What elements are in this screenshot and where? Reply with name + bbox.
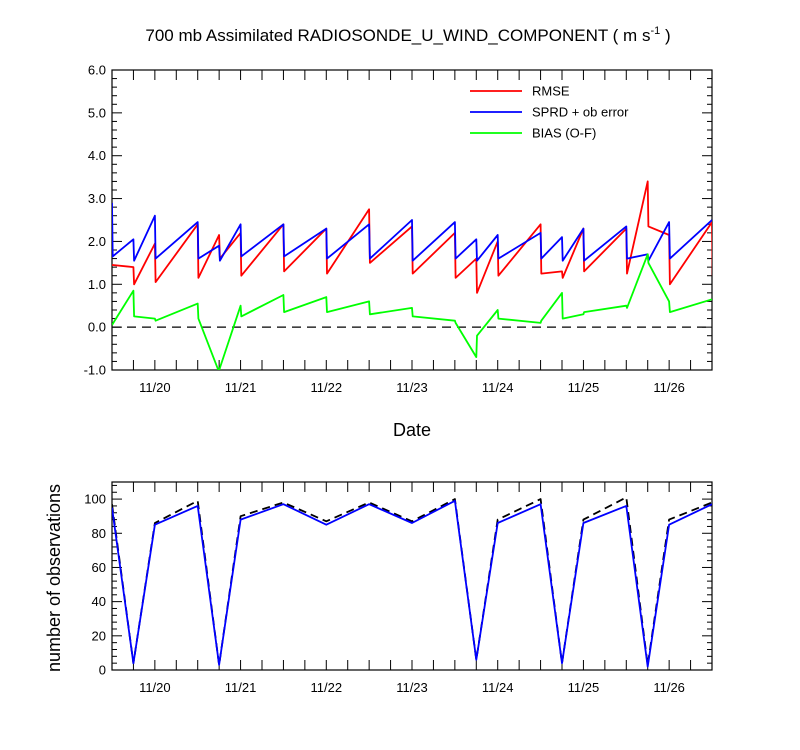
y-tick-label: 20	[92, 628, 106, 643]
x-tick-label: 11/26	[653, 680, 685, 695]
x-tick-label: 11/25	[568, 380, 600, 395]
legend-label: RMSE	[532, 84, 570, 99]
y-tick-label: 100	[84, 492, 106, 507]
y-tick-label: 40	[92, 594, 106, 609]
y-tick-label: 80	[92, 526, 106, 541]
y-tick-label: 2.0	[88, 234, 106, 249]
x-tick-label: 11/22	[310, 380, 342, 395]
x-tick-label: 11/23	[396, 680, 428, 695]
x-tick-label: 11/23	[396, 380, 428, 395]
x-tick-label: 11/26	[653, 380, 685, 395]
chart-title: 700 mb Assimilated RADIOSONDE_U_WIND_COM…	[145, 25, 670, 45]
series-line-bias-o-f	[112, 253, 712, 370]
observations-panel: 0 20 40 60 80 100 11/20 11/21 11/22 11/23 11/24 11/…	[84, 481, 713, 695]
y-tick-label: 1.0	[88, 277, 106, 292]
y-tick-label: 3.0	[88, 191, 106, 206]
x-axis-label: Date	[393, 420, 431, 440]
y-tick-label: 60	[92, 560, 106, 575]
y-tick-label: 4.0	[88, 148, 106, 163]
y-tick-label: 0	[99, 663, 106, 678]
legend-label: SPRD + ob error	[532, 105, 629, 120]
series-line-used	[112, 499, 712, 668]
series-line-sprd-ob-error	[112, 202, 712, 262]
x-tick-label: 11/22	[310, 680, 342, 695]
x-tick-label: 11/21	[225, 380, 257, 395]
y-tick-label: 6.0	[88, 63, 106, 78]
legend: RMSE SPRD + ob error BIAS (O-F)	[470, 84, 629, 141]
x-tick-label: 11/21	[225, 680, 257, 695]
x-tick-label: 11/24	[482, 680, 514, 695]
x-tick-label: 11/20	[139, 380, 171, 395]
x-tick-label: 11/24	[482, 380, 514, 395]
y-axis-label-observations: number of observations	[44, 484, 64, 672]
x-tick-label: 11/20	[139, 680, 171, 695]
legend-label: BIAS (O-F)	[532, 126, 596, 141]
x-tick-label: 11/25	[568, 680, 600, 695]
y-tick-label: 5.0	[88, 105, 106, 120]
y-tick-label: -1.0	[84, 363, 106, 378]
stats-panel: -1.0 0.0 1.0 2.0 3.0 4.0 5.0 6.0 11/20 11/21 11/22…	[84, 63, 713, 395]
y-tick-label: 0.0	[88, 320, 106, 335]
